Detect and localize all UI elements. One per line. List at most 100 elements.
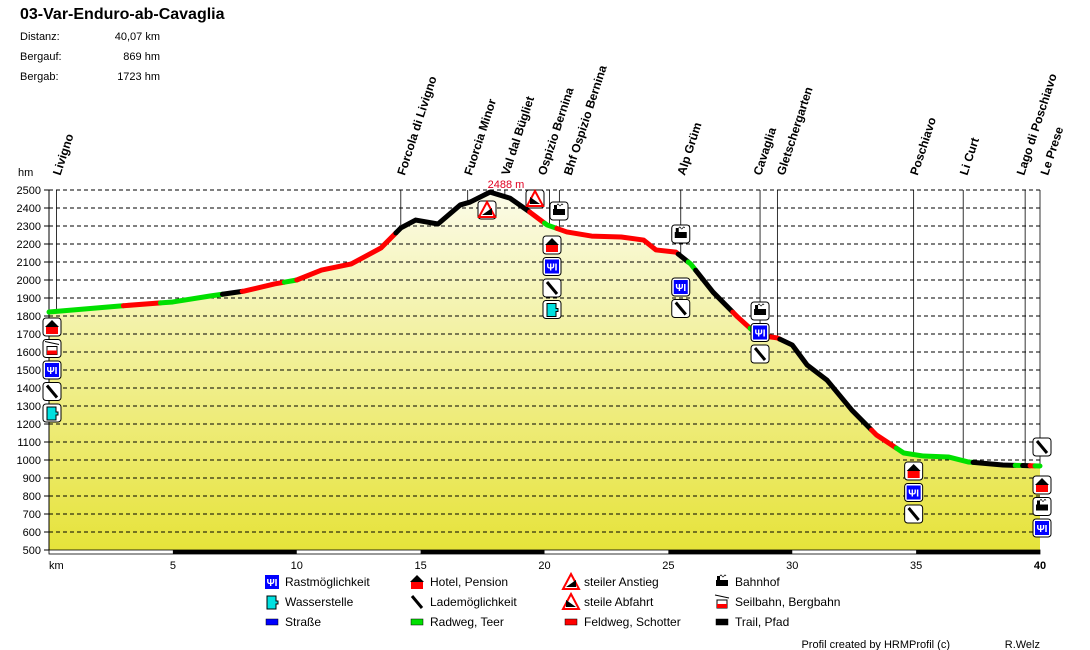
house xyxy=(411,582,423,589)
rast-icon: ΨΙ xyxy=(42,360,62,380)
swatch xyxy=(715,618,729,626)
x-tick-label: 40 xyxy=(1034,560,1046,572)
icon-bg xyxy=(265,575,279,589)
plug xyxy=(410,595,424,609)
y-tick-label: 1400 xyxy=(17,383,41,395)
legend-label: Trail, Pfad xyxy=(735,615,789,629)
x-axis-band xyxy=(916,550,1040,554)
profile-segment-radweg xyxy=(893,445,976,465)
profile-segment-feldweg xyxy=(869,427,899,451)
profile-segment-trail xyxy=(693,267,736,315)
legend-label: Rastmöglichkeit xyxy=(285,575,370,589)
y-tick-label: 800 xyxy=(23,491,41,503)
x-axis-band xyxy=(668,550,793,554)
fork-knife-glyph: ΨΙ xyxy=(755,329,766,340)
y-axis-label: hm xyxy=(18,167,33,179)
lade-icon xyxy=(42,382,62,401)
cable xyxy=(714,594,730,599)
x-tick-label: 20 xyxy=(538,560,550,572)
chimney xyxy=(717,576,720,580)
plug xyxy=(1035,440,1049,454)
roof xyxy=(1035,478,1049,485)
legend-item: Trail, Pfad xyxy=(715,615,789,629)
abfahrt-icon xyxy=(561,591,581,610)
profile-segment-feldweg xyxy=(239,279,287,294)
lade-icon xyxy=(1032,437,1052,457)
y-tick-label: 1600 xyxy=(17,347,41,359)
y-tick-label: 2200 xyxy=(17,239,41,251)
icon-bg xyxy=(545,259,559,274)
chimney xyxy=(755,305,759,309)
wasser-icon xyxy=(266,595,279,610)
hotel-icon xyxy=(1032,475,1052,495)
trail-icon xyxy=(715,618,729,626)
cabin-bottom xyxy=(717,604,727,608)
chimney xyxy=(554,205,557,209)
x-tick-label: 30 xyxy=(786,560,798,572)
steam xyxy=(678,226,686,230)
legend-item: Straße xyxy=(265,615,321,629)
chimney xyxy=(675,228,679,232)
bahnhof-icon xyxy=(1032,497,1052,516)
abfahrt-icon xyxy=(525,188,545,209)
swatch xyxy=(265,618,279,626)
y-tick-label: 2400 xyxy=(17,203,41,215)
profile-segment-feldweg xyxy=(527,209,547,226)
y-tick-label: 1700 xyxy=(17,329,41,341)
y-tick-label: 2000 xyxy=(17,275,41,287)
waypoint-label: Val dal Bügliet xyxy=(498,95,537,177)
lade-icon xyxy=(671,299,691,318)
y-tick-label: 600 xyxy=(23,527,41,539)
y-tick-label: 1200 xyxy=(17,419,41,431)
y-tick-label: 1100 xyxy=(17,437,41,449)
bahnhof-icon xyxy=(671,224,691,244)
lade-icon xyxy=(904,504,924,524)
waypoint-label: Livigno xyxy=(50,132,77,177)
max-elevation-label: 2488 m xyxy=(488,179,525,191)
house xyxy=(46,327,58,334)
x-tick-label: 25 xyxy=(662,560,674,572)
rast-icon: ΨΙ xyxy=(1032,518,1052,538)
roof xyxy=(906,464,921,471)
fork-knife-glyph: ΨΙ xyxy=(1037,524,1048,535)
stat-value: 869 hm xyxy=(123,51,160,63)
rast-icon: ΨΙ xyxy=(542,257,562,276)
loco xyxy=(674,232,687,238)
legend-item: Feldweg, Schotter xyxy=(564,615,681,629)
plug xyxy=(45,384,59,399)
legend-label: steile Abfahrt xyxy=(584,595,654,609)
loco xyxy=(1036,504,1048,511)
fork-knife-glyph: ΨΙ xyxy=(47,366,58,377)
lade-icon xyxy=(410,595,424,609)
legend-item: ΨΙ Rastmöglichkeit xyxy=(265,575,370,589)
stat-value: 40,07 km xyxy=(114,31,160,43)
bahnhof-icon xyxy=(750,301,770,321)
x-axis-band xyxy=(172,550,297,554)
legend-item: Bahnhof xyxy=(716,574,780,589)
steam xyxy=(757,303,765,307)
cable xyxy=(44,341,60,345)
fork-knife-glyph: ΨΙ xyxy=(908,489,919,500)
cabin-bottom xyxy=(47,350,57,355)
radweg-icon xyxy=(410,618,424,626)
legend-label: Lademöglichkeit xyxy=(430,595,517,609)
loco xyxy=(716,580,728,586)
y-tick-label: 1500 xyxy=(17,365,41,377)
legend-item: Hotel, Pension xyxy=(410,575,508,589)
waypoint-label: Fuorcia Minor xyxy=(461,97,499,177)
legend-label: Feldweg, Schotter xyxy=(584,615,681,629)
stat-label: Bergab: xyxy=(20,71,59,83)
icon-bg xyxy=(1035,521,1049,535)
roof xyxy=(45,320,59,327)
rast-icon: ΨΙ xyxy=(904,483,924,502)
loco xyxy=(553,209,565,215)
legend-item: steile Abfahrt xyxy=(561,591,654,610)
slope xyxy=(566,600,576,607)
plug xyxy=(753,347,767,361)
profile-segment-radweg xyxy=(157,291,225,306)
profile-segment-trail xyxy=(393,189,533,236)
seilbahn-icon xyxy=(714,594,730,609)
stat-value: 1723 hm xyxy=(117,71,160,83)
